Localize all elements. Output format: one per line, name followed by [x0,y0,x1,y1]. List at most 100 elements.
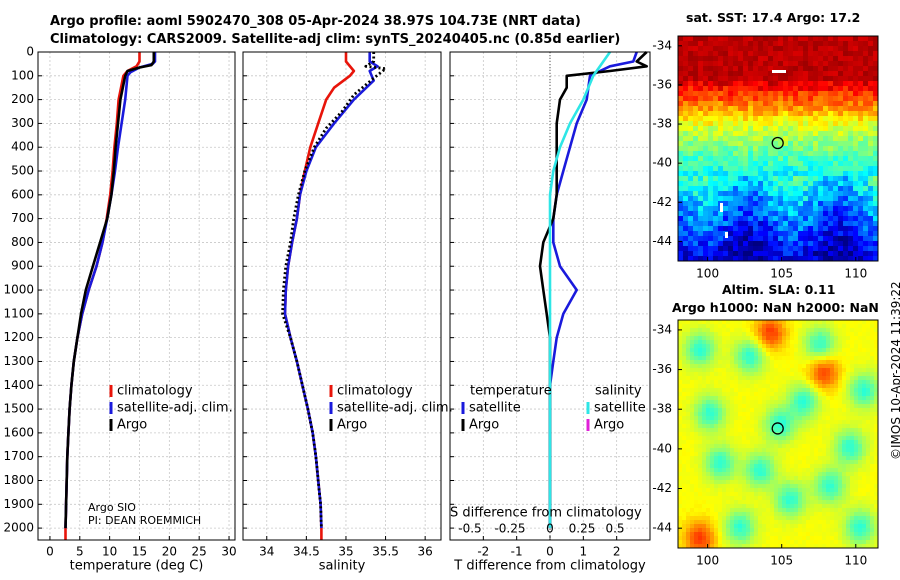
depth-tick-label: 1000 [3,283,34,297]
diff-legend-label: satellite [469,401,521,416]
temperature-xtick-label: 25 [192,545,207,559]
sst-lat-tick-label: -42 [652,195,672,209]
sst-map-raster [678,36,879,262]
salinity-legend-label: satellite-adj. clim. [337,401,453,416]
depth-tick-label: 1800 [3,473,34,487]
depth-tick-label: 1500 [3,402,34,416]
temperature-xtick-label: 20 [162,545,177,559]
diff-s-tick-label: 0 [546,522,554,536]
diff-s-tick-label: 0.25 [569,522,596,536]
difference-xlabel: T difference from climatology [453,559,646,574]
temperature-xtick-label: 5 [76,545,84,559]
difference-xtick-label: 2 [613,545,621,559]
sst-lat-tick-label: -34 [652,38,672,52]
sst-data-gap [720,203,723,212]
temperature-legend-label: climatology [117,384,193,399]
diff-s-tick-label: 0.5 [605,522,624,536]
diff-s-axis-label: S difference from climatology [450,506,642,521]
sla-lon-tick-label: 110 [844,554,867,568]
argo-sio-label: Argo SIO [88,501,136,514]
sla-argo-position-marker [771,422,784,435]
depth-tick-label: 400 [11,140,34,154]
salinity-xtick-label: 34.5 [293,545,320,559]
sst-map-frame [677,35,879,262]
imos-credit: ©IMOS 10-Apr-2024 11:39:22 [889,281,900,460]
sla-lat-tick-label: -36 [652,362,672,376]
depth-tick-label: 700 [11,211,34,225]
difference-axes-box [449,51,651,541]
salinity-xtick-label: 35 [338,545,353,559]
sst-lon-tick-label: 100 [696,267,719,281]
difference-xtick-label: 1 [580,545,588,559]
depth-tick-label: 100 [11,68,34,82]
depth-tick-label: 300 [11,116,34,130]
sst-lat-tick-label: -36 [652,77,672,91]
sla-lat-tick-label: -40 [652,441,672,455]
sla-lon-tick-label: 105 [770,554,793,568]
sst-lat-tick-label: -40 [652,156,672,170]
figure-title-line1: Argo profile: aoml 5902470_308 05-Apr-20… [50,14,581,29]
salinity-xlabel: salinity [319,559,366,574]
depth-tick-label: 1400 [3,378,34,392]
depth-tick-label: 600 [11,187,34,201]
sla-lat-tick-label: -38 [652,402,672,416]
salinity-xtick-label: 34 [259,545,274,559]
salinity-series-line [281,52,387,529]
sla-lat-tick-label: -44 [652,521,672,535]
depth-tick-label: 1100 [3,306,34,320]
depth-tick-label: 0 [26,45,34,59]
temperature-xlabel: temperature (deg C) [70,559,204,574]
difference-xtick-label: 0 [546,545,554,559]
sst-data-gap [772,70,786,73]
salinity-xtick-label: 36 [418,545,433,559]
sst-lat-tick-label: -44 [652,234,672,248]
temperature-legend-label: Argo [117,418,147,433]
depth-tick-label: 1700 [3,449,34,463]
depth-tick-label: 1600 [3,425,34,439]
sst-lat-tick-label: -38 [652,117,672,131]
depth-tick-label: 1300 [3,354,34,368]
temperature-xtick-label: 0 [46,545,54,559]
temperature-plot-area [38,52,235,540]
diff-s-tick-label: -0.5 [458,522,481,536]
depth-tick-label: 1900 [3,497,34,511]
sst-map-title: sat. SST: 17.4 Argo: 17.2 [686,10,861,25]
sla-lat-tick-label: -42 [652,481,672,495]
salinity-plot-area [243,52,441,540]
sla-lat-tick-label: -34 [652,322,672,336]
salinity-axes-box [242,51,442,541]
diff-legend-salinity-header: salinity [595,384,642,399]
temperature-legend-label: satellite-adj. clim. [117,401,233,416]
sla-map-frame [677,319,879,549]
sla-map-title-line1: Altim. SLA: 0.11 [722,282,836,297]
salinity-legend-label: Argo [337,418,367,433]
difference-xtick-label: -1 [511,545,523,559]
sst-argo-position-marker [771,136,784,150]
temperature-xtick-label: 15 [132,545,147,559]
diff-legend-temperature-header: temperature [470,384,552,399]
sla-lon-tick-label: 100 [696,554,719,568]
pi-name-label: PI: DEAN ROEMMICH [88,514,201,527]
difference-xtick-label: -2 [477,545,489,559]
difference-series-line [548,51,612,529]
depth-tick-label: 1200 [3,330,34,344]
depth-tick-label: 500 [11,164,34,178]
depth-tick-label: 800 [11,235,34,249]
salinity-legend-label: climatology [337,384,413,399]
diff-legend-label: satellite [594,401,646,416]
sla-map-raster [678,320,879,549]
sst-lon-tick-label: 105 [770,267,793,281]
diff-legend-label: Argo [594,418,624,433]
temperature-xtick-label: 10 [102,545,117,559]
sla-map-title-line2: Argo h1000: NaN h2000: NaN [672,300,879,315]
temperature-series-line [64,52,156,529]
depth-tick-label: 900 [11,259,34,273]
figure-title-line2: Climatology: CARS2009. Satellite-adj cli… [50,32,621,47]
temperature-xtick-label: 30 [221,545,236,559]
depth-tick-label: 2000 [3,521,34,535]
diff-s-tick-label: -0.25 [494,522,525,536]
temperature-axes-box [37,51,236,541]
sst-data-gap [725,232,728,238]
depth-tick-label: 200 [11,92,34,106]
